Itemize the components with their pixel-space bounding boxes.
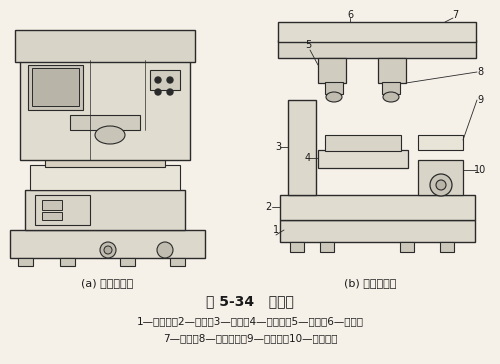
Bar: [290, 242, 304, 252]
Bar: [10, 230, 205, 258]
Text: 9: 9: [477, 95, 483, 105]
Text: 7: 7: [452, 10, 458, 20]
Bar: [42, 200, 62, 210]
Bar: [42, 212, 62, 220]
Bar: [35, 195, 90, 225]
Bar: [325, 82, 343, 94]
Text: 图 5-34   移印机: 图 5-34 移印机: [206, 294, 294, 308]
Bar: [382, 82, 400, 94]
Bar: [440, 242, 454, 252]
Bar: [28, 65, 83, 110]
Bar: [150, 70, 180, 90]
Bar: [318, 58, 346, 83]
Text: 1: 1: [273, 225, 279, 235]
Bar: [20, 60, 190, 160]
Circle shape: [104, 246, 112, 254]
Bar: [325, 135, 401, 151]
Bar: [15, 30, 195, 62]
Bar: [60, 258, 75, 266]
Text: 6: 6: [347, 10, 353, 20]
Bar: [280, 195, 475, 220]
Text: 2: 2: [265, 202, 271, 212]
Circle shape: [155, 77, 161, 83]
Text: (a) 移印机外观: (a) 移印机外观: [81, 278, 133, 288]
Ellipse shape: [95, 126, 125, 144]
Bar: [170, 258, 185, 266]
Bar: [418, 135, 463, 150]
Text: 10: 10: [474, 165, 486, 175]
Circle shape: [167, 77, 173, 83]
Circle shape: [100, 242, 116, 258]
Bar: [278, 40, 476, 58]
Bar: [45, 155, 165, 167]
Bar: [278, 22, 476, 42]
Ellipse shape: [383, 92, 399, 102]
Bar: [418, 160, 463, 195]
Text: (b) 移印机结构: (b) 移印机结构: [344, 278, 396, 288]
Bar: [288, 100, 316, 195]
Bar: [32, 68, 79, 106]
Bar: [378, 58, 406, 83]
Text: 7—导轨；8—硅胶印头；9—承印物；10—升降机构: 7—导轨；8—硅胶印头；9—承印物；10—升降机构: [163, 333, 337, 343]
Text: 4: 4: [305, 153, 311, 163]
Ellipse shape: [430, 174, 452, 196]
Ellipse shape: [436, 180, 446, 190]
Text: 1—角铁架；2—底座；3—立柱；4—印版台；5—刮刀；6—横梁；: 1—角铁架；2—底座；3—立柱；4—印版台；5—刮刀；6—横梁；: [136, 316, 364, 326]
Bar: [25, 190, 185, 230]
Bar: [318, 150, 408, 168]
Circle shape: [167, 89, 173, 95]
Bar: [30, 165, 180, 190]
Bar: [120, 258, 135, 266]
Bar: [320, 242, 334, 252]
Text: 5: 5: [305, 40, 311, 50]
Circle shape: [155, 89, 161, 95]
Bar: [55, 148, 150, 156]
Bar: [400, 242, 414, 252]
Text: 3: 3: [275, 142, 281, 152]
Bar: [70, 115, 140, 130]
Ellipse shape: [326, 92, 342, 102]
Bar: [280, 220, 475, 242]
Circle shape: [157, 242, 173, 258]
Bar: [18, 258, 33, 266]
Text: 8: 8: [477, 67, 483, 77]
